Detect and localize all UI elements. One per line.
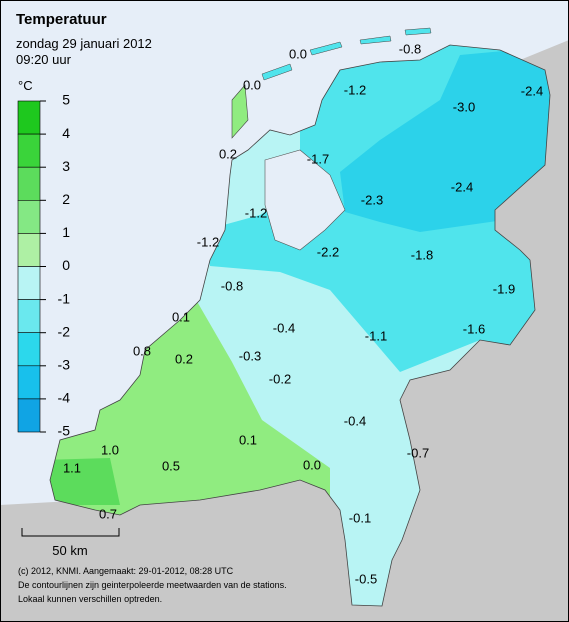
stations: 0.0 -0.8 0.0 -1.2 -2.4 -3.0 0.2 -1.7 -2.3 -2.4 -1.… [63, 41, 543, 586]
station-value: 0.7 [99, 506, 117, 521]
legend-tick-label: -3 [58, 357, 71, 373]
legend-swatch [17, 398, 41, 433]
legend-tick-label: -5 [58, 423, 71, 439]
legend-swatch [17, 200, 41, 234]
legend-tick-label: 3 [62, 158, 70, 174]
legend-tick-label: -2 [58, 323, 71, 339]
border [49, 44, 551, 607]
station-value: -0.2 [269, 371, 291, 386]
scale-label: 50 km [52, 543, 87, 558]
station-value: -2.2 [317, 244, 339, 259]
header: Temperatuur zondag 29 januari 2012 09:20… [16, 11, 152, 67]
island [231, 84, 249, 139]
wadden-islands [261, 27, 432, 81]
title: Temperatuur [16, 11, 107, 28]
ijsselmeer [264, 149, 346, 251]
legend-swatch [17, 365, 41, 400]
legend-swatch [17, 332, 41, 367]
station-value: -0.1 [349, 510, 371, 525]
station-value: -0.4 [344, 413, 366, 428]
footer-line: Lokaal kunnen verschillen optreden. [18, 594, 162, 604]
zone-green-dark [50, 458, 120, 505]
station-value: -1.8 [411, 247, 433, 262]
station-value: 0.8 [133, 343, 151, 358]
station-value: 1.1 [63, 460, 81, 475]
footer-line: (c) 2012, KNMI. Aangemaakt: 29-01-2012, … [18, 566, 234, 576]
station-value: 0.2 [175, 351, 193, 366]
legend-tick-label: 0 [62, 257, 70, 273]
station-value: -1.7 [307, 151, 329, 166]
legend-tick-label: 4 [62, 125, 70, 141]
legend-swatch [17, 233, 41, 267]
station-value: -1.1 [365, 328, 387, 343]
time: 09:20 uur [16, 52, 72, 67]
station-value: -1.2 [344, 82, 366, 97]
station-value: -0.3 [239, 348, 261, 363]
station-value: 0.1 [172, 309, 190, 324]
station-value: -2.4 [451, 179, 473, 194]
scale-bar: 50 km [21, 528, 120, 558]
station-value: 0.2 [219, 146, 237, 161]
station-value: -0.7 [407, 445, 429, 460]
station-value: -1.9 [493, 281, 515, 296]
legend: 5 4 3 2 1 0 -1 -2 -3 -4 -5 [17, 92, 71, 439]
station-value: 0.5 [162, 458, 180, 473]
station-value: -2.3 [361, 192, 383, 207]
station-value: -0.4 [273, 320, 295, 335]
footer-line: De contourlijnen zijn geinterpoleerde me… [18, 580, 287, 590]
legend-swatch [17, 166, 41, 201]
station-value: -1.2 [197, 234, 219, 249]
station-value: 1.0 [101, 442, 119, 457]
station-value: 0.0 [289, 46, 307, 61]
legend-tick-label: 1 [62, 224, 70, 240]
legend-tick-label: -4 [58, 390, 71, 406]
legend-swatch [17, 299, 41, 334]
station-value: 0.1 [239, 432, 257, 447]
legend-tick-label: 5 [62, 92, 70, 108]
station-value: 0.0 [243, 77, 261, 92]
legend-unit: °C [18, 78, 33, 93]
station-value: -0.5 [355, 571, 377, 586]
station-value: -0.8 [399, 41, 421, 56]
scale-line [21, 528, 120, 537]
zone-blue [340, 45, 550, 232]
legend-tick-label: -1 [58, 290, 71, 306]
station-value: 0.0 [303, 457, 321, 472]
station-value: -2.4 [521, 83, 543, 98]
legend-tick-label: 2 [62, 191, 70, 207]
legend-swatch [17, 266, 41, 300]
station-value: -1.2 [245, 205, 267, 220]
station-value: -3.0 [453, 99, 475, 114]
station-value: -0.8 [221, 278, 243, 293]
date: zondag 29 januari 2012 [16, 36, 152, 51]
station-value: -1.6 [463, 321, 485, 336]
legend-swatch [17, 133, 41, 168]
legend-swatch [17, 100, 41, 135]
